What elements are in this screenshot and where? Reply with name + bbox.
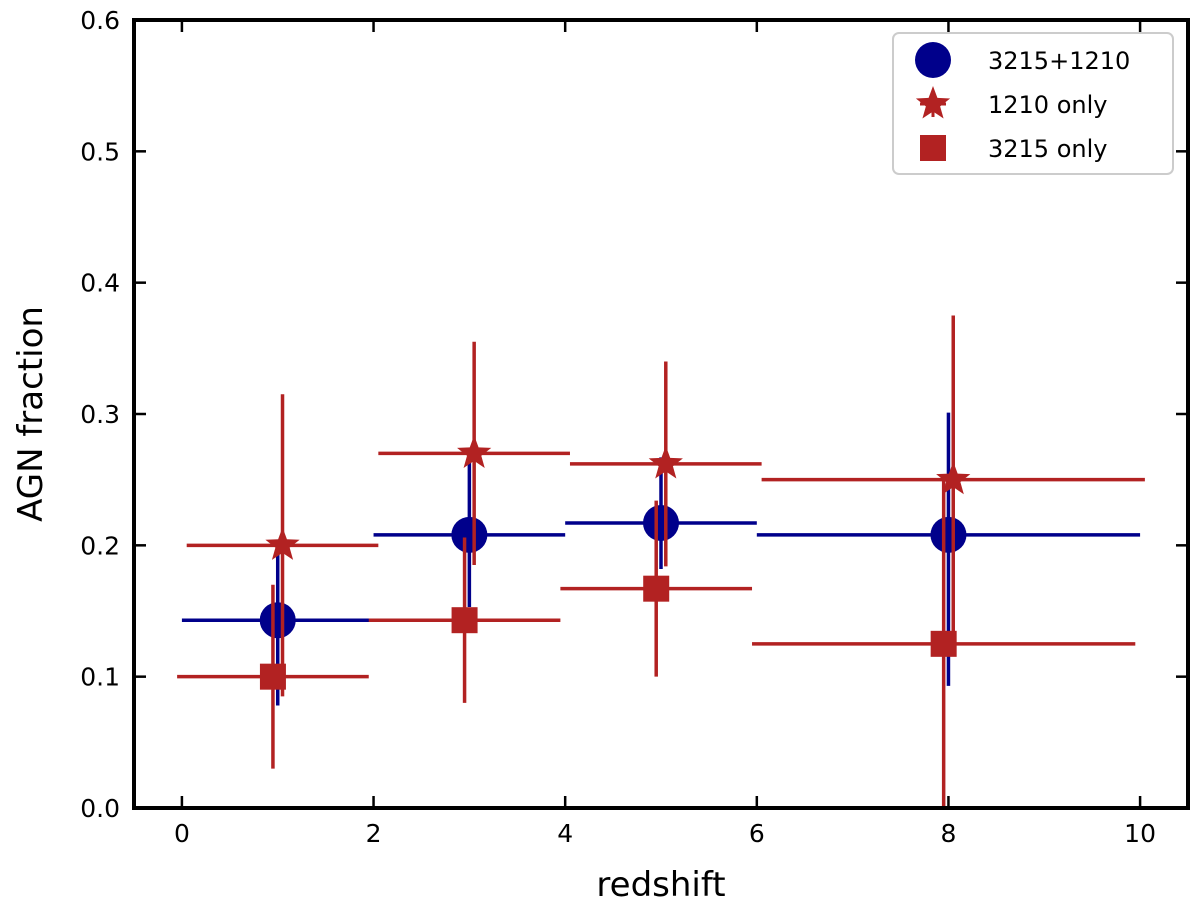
data-point — [643, 505, 679, 542]
x-axis-label: redshift — [596, 865, 725, 905]
legend-item: 3215+1210 — [915, 42, 1130, 78]
y-tick-label: 0.1 — [80, 663, 120, 692]
x-tick-label: 8 — [941, 819, 957, 848]
data-point — [457, 435, 492, 468]
x-tick-label: 2 — [366, 819, 382, 848]
legend-label: 1210 only — [988, 91, 1107, 119]
legend-item: 1210 only — [915, 86, 1107, 119]
legend-marker — [915, 86, 951, 119]
series-3215-only — [177, 479, 1136, 808]
y-tick-label: 0.2 — [80, 531, 120, 560]
legend-item: 3215 only — [920, 135, 1107, 163]
plot-frame — [132, 18, 1190, 810]
y-tick-label: 0.0 — [80, 794, 120, 823]
series-3215-1210 — [181, 412, 1141, 706]
data-point — [451, 607, 478, 634]
data-point — [930, 630, 957, 657]
x-tick-label: 4 — [557, 819, 573, 848]
data-point — [259, 602, 296, 639]
y-tick-label: 0.5 — [80, 137, 120, 166]
y-tick-label: 0.3 — [80, 400, 120, 429]
legend: 3215+1210 1210 only 3215 only — [892, 32, 1174, 175]
data-series — [177, 315, 1145, 808]
legend-marker — [920, 135, 946, 161]
data-point — [643, 575, 670, 602]
y-axis-ticks: 0.0 0.1 0.2 0.3 0.4 0.5 0.6 — [80, 6, 1188, 823]
data-point — [648, 445, 683, 479]
data-point — [265, 527, 300, 560]
x-tick-label: 6 — [749, 819, 765, 848]
data-point — [936, 461, 971, 495]
x-tick-label: 0 — [174, 819, 190, 848]
legend-marker — [915, 42, 951, 78]
legend-label: 3215 only — [988, 135, 1107, 163]
x-tick-label: 10 — [1124, 819, 1156, 848]
y-tick-label: 0.6 — [80, 6, 120, 35]
series-1210-only — [186, 315, 1145, 697]
legend-box — [892, 32, 1174, 175]
data-point — [930, 516, 967, 553]
y-axis-label: AGN fraction — [11, 306, 51, 522]
y-tick-label: 0.4 — [80, 269, 120, 298]
data-point — [259, 663, 286, 690]
legend-label: 3215+1210 — [988, 47, 1130, 75]
data-point — [451, 516, 488, 553]
